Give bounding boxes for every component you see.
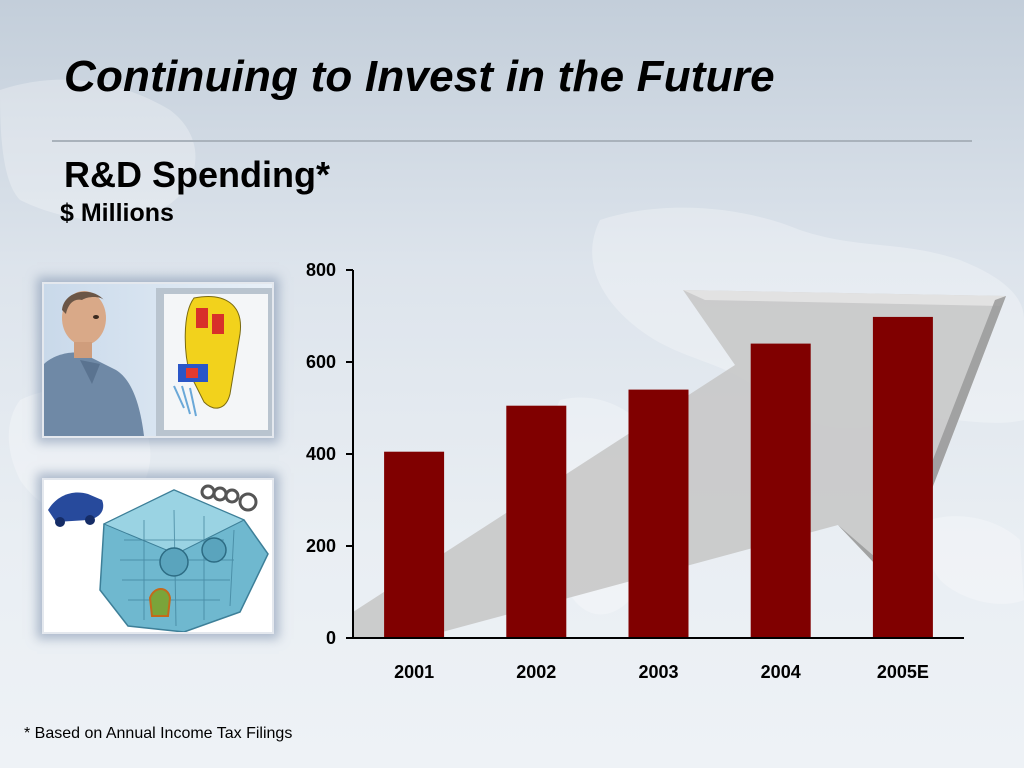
chart-subtitle: R&D Spending* [64,154,330,195]
engineer-at-cad-screen-icon [44,284,272,436]
bar-2002 [506,405,567,638]
footnote: * Based on Annual Income Tax Filings [24,725,293,742]
bar-2003 [628,389,689,638]
bar-2004 [750,343,811,638]
x-tick-label-2005E: 2005E [877,662,929,682]
x-tick-label-2001: 2001 [394,662,434,682]
y-tick-label-200: 200 [306,536,336,556]
x-tick-label-2004: 2004 [761,662,801,682]
engineer-cad-photo [42,282,274,438]
y-tick-label-600: 600 [306,352,336,372]
bar-2005E [872,316,933,638]
engine-model-image [42,478,274,634]
trend-arrow-highlight [683,290,1006,306]
y-tick-label-800: 800 [306,260,336,280]
slide-title: Continuing to Invest in the Future [64,52,775,101]
y-tick-label-0: 0 [326,628,336,648]
bar-2001 [384,451,445,638]
x-tick-label-2003: 2003 [638,662,678,682]
trend-arrow-shadow [838,296,1006,585]
units-label: $ Millions [60,199,174,227]
x-tick-label-2002: 2002 [516,662,556,682]
engine-block-3d-model-icon [44,480,272,632]
title-divider [52,140,972,142]
y-tick-label-400: 400 [306,444,336,464]
